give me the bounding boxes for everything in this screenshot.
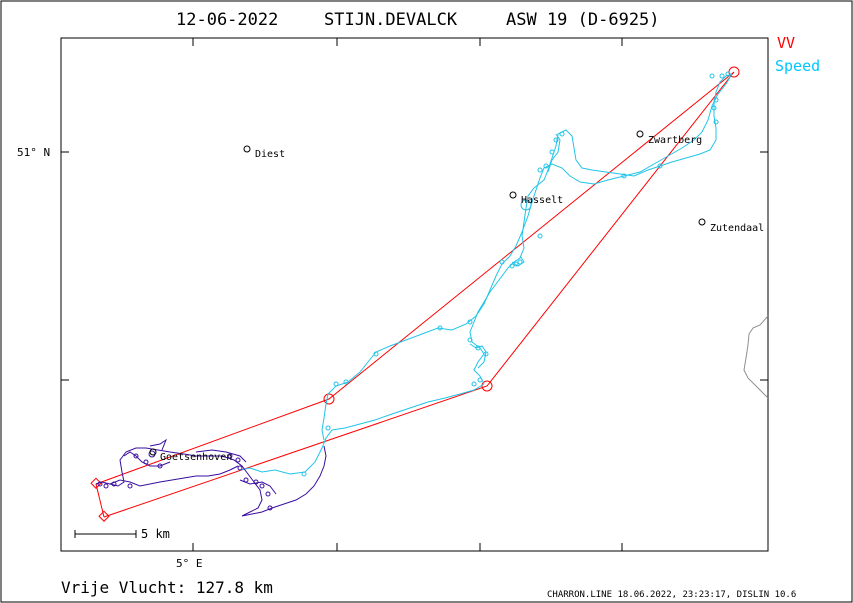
- scale-label: 5 km: [141, 527, 170, 541]
- lon-label: 5° E: [176, 557, 203, 570]
- place-label: Goetsenhoven: [160, 452, 232, 463]
- title-pilot: STIJN.DEVALCK: [324, 10, 458, 30]
- thermal-circles-slow: [97, 450, 273, 511]
- place-hasselt: Hasselt: [509, 191, 563, 206]
- border-line: [743, 315, 769, 399]
- place-label: Diest: [255, 149, 285, 160]
- map-frame: [60, 37, 769, 552]
- thermal-circles: [301, 71, 731, 477]
- track-fast: [239, 73, 733, 475]
- task-route: [95, 71, 735, 518]
- place-label: Zwartberg: [648, 135, 702, 146]
- scale-bar: 5 km: [74, 527, 170, 541]
- finish-marker: [98, 510, 110, 522]
- place-zutendaal: Zutendaal: [698, 218, 764, 234]
- lat-label: 51° N: [17, 146, 50, 159]
- place-diest: Diest: [243, 145, 285, 160]
- place-label: Hasselt: [521, 195, 563, 206]
- legend-speed: Speed: [775, 57, 820, 75]
- distance-label: Vrije Vlucht: 127.8 km: [61, 578, 273, 597]
- place-label: Zutendaal: [710, 223, 764, 234]
- legend-vv: VV: [777, 34, 795, 52]
- title-glider: ASW 19 (D-6925): [506, 10, 660, 30]
- place-goetsenhoven: Goetsenhoven: [149, 448, 232, 463]
- turnpoint-marker: [481, 380, 493, 392]
- place-zwartberg: Zwartberg: [636, 130, 702, 146]
- title-date: 12-06-2022: [176, 10, 278, 30]
- credit-label: CHARRON.LINE 18.06.2022, 23:23:17, DISLI…: [547, 590, 796, 600]
- track-slow: [95, 438, 327, 517]
- turnpoint-marker: [323, 393, 335, 405]
- task-route-closing: [95, 483, 105, 518]
